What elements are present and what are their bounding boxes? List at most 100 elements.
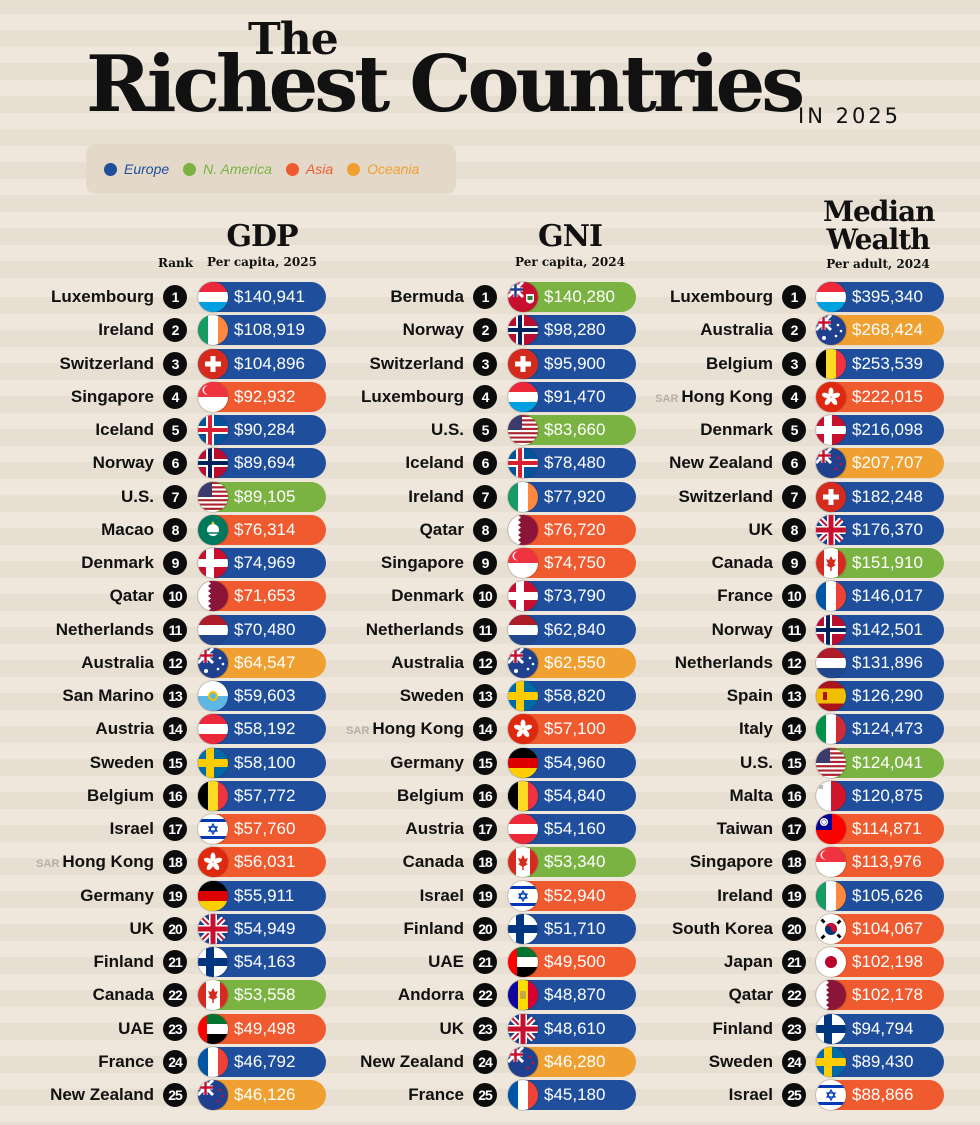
country-name: UK [439, 1014, 464, 1044]
country-name: Luxembourg [670, 282, 773, 312]
value-label: $131,896 [852, 653, 923, 672]
country-name: Qatar [420, 515, 464, 545]
country-name: Sweden [90, 748, 154, 778]
value-label: $46,126 [234, 1085, 296, 1104]
gni-row: Singapore [0, 548, 464, 578]
country-label: Finland [403, 919, 464, 938]
rank-badge: 25 [163, 1083, 187, 1107]
rank-badge: 20 [163, 917, 187, 941]
country-label: Norway [711, 620, 773, 639]
rank-badge: 15 [473, 751, 497, 775]
value-label: $216,098 [852, 420, 923, 439]
legend-item: N. America [183, 161, 272, 177]
canada-flag-icon [816, 548, 846, 578]
rank-badge: 10 [473, 584, 497, 608]
value-label: $102,178 [852, 985, 923, 1004]
country-label: France [717, 586, 773, 605]
country-label: Austria [95, 719, 154, 738]
gdp-row: Switzerland [0, 349, 154, 379]
country-label: Ireland [98, 320, 154, 339]
value-pill: $54,949 [198, 914, 326, 944]
finland-flag-icon [816, 1014, 846, 1044]
value-pill: $124,041 [816, 748, 944, 778]
gdp-row: Canada [0, 980, 154, 1010]
country-name: Netherlands [366, 615, 464, 645]
denmark-flag-icon [816, 415, 846, 445]
wealth-column-header: Median Wealth Per adult, 2024 [808, 198, 948, 272]
country-label: U.S. [120, 487, 154, 506]
wealth-row: New Zealand [0, 448, 773, 478]
wealth-row: Norway [0, 615, 773, 645]
value-label: $222,015 [852, 387, 923, 406]
rank-badge: 22 [473, 983, 497, 1007]
country-label: UK [129, 919, 154, 938]
southkorea-flag-icon [816, 914, 846, 944]
value-label: $49,500 [544, 952, 606, 971]
israel-flag-icon [508, 881, 538, 911]
value-label: $76,314 [234, 520, 296, 539]
value-label: $92,932 [234, 387, 296, 406]
legend-label: Europe [124, 161, 170, 177]
country-name: Sweden [709, 1047, 773, 1077]
austria-flag-icon [198, 714, 228, 744]
australia-flag-icon [508, 648, 538, 678]
value-label: $140,941 [234, 287, 305, 306]
country-label: Germany [80, 886, 154, 905]
country-label: Canada [402, 852, 464, 871]
rank-badge: 5 [163, 418, 187, 442]
rank-badge: 9 [163, 551, 187, 575]
value-pill: $64,547 [198, 648, 326, 678]
country-label: UAE [118, 1019, 154, 1038]
country-label: New Zealand [50, 1085, 154, 1104]
value-label: $62,840 [544, 620, 606, 639]
value-pill: $120,875 [816, 781, 944, 811]
country-name: Iceland [95, 415, 154, 445]
country-name: Macao [101, 515, 154, 545]
france-flag-icon [816, 581, 846, 611]
country-name: Canada [93, 980, 154, 1010]
country-name: San Marino [62, 681, 154, 711]
rank-badge: 12 [782, 651, 806, 675]
value-pill: $102,178 [816, 980, 944, 1010]
country-label: Netherlands [674, 653, 773, 672]
wealth-row: Malta [0, 781, 773, 811]
value-label: $70,480 [234, 620, 296, 639]
value-pill: $105,626 [816, 881, 944, 911]
andorra-flag-icon [508, 980, 538, 1010]
value-label: $182,248 [852, 487, 923, 506]
value-pill: $55,911 [198, 881, 326, 911]
value-label: $51,710 [544, 919, 606, 938]
rank-badge: 4 [782, 385, 806, 409]
belgium-flag-icon [816, 349, 846, 379]
gni-row: France [0, 1080, 464, 1110]
country-name: Australia [700, 315, 773, 345]
gdp-column-header: GDP Per capita, 2025 [196, 222, 328, 270]
country-name: Malta [730, 781, 773, 811]
wealth-row: Australia [0, 315, 773, 345]
rank-badge: 11 [163, 618, 187, 642]
gni-row: Switzerland [0, 349, 464, 379]
country-label: Hong Kong [372, 719, 464, 738]
country-label: Ireland [408, 487, 464, 506]
rank-badge: 11 [473, 618, 497, 642]
country-label: Denmark [81, 553, 154, 572]
wealth-row: Canada [0, 548, 773, 578]
value-label: $77,920 [544, 487, 606, 506]
country-name: UAE [118, 1014, 154, 1044]
ireland-flag-icon [816, 881, 846, 911]
value-pill: $46,280 [508, 1047, 636, 1077]
country-label: San Marino [62, 686, 154, 705]
gdp-row: Singapore [0, 382, 154, 412]
country-label: Israel [109, 819, 154, 838]
wealth-row: Denmark [0, 415, 773, 445]
germany-flag-icon [508, 748, 538, 778]
sweden-flag-icon [198, 748, 228, 778]
qatar-flag-icon [816, 980, 846, 1010]
value-pill: $46,126 [198, 1080, 326, 1110]
switzerland-flag-icon [508, 349, 538, 379]
legend-dot [104, 162, 117, 176]
country-label: Switzerland [369, 354, 464, 373]
country-name: Singapore [71, 382, 154, 412]
country-name: SAR Hong Kong [36, 847, 154, 877]
ireland-flag-icon [508, 482, 538, 512]
